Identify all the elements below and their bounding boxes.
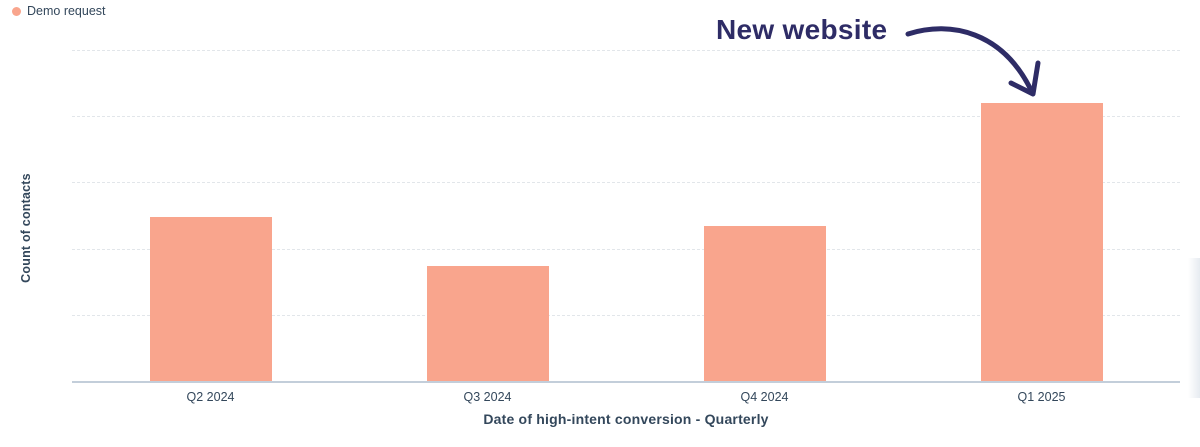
annotation-text: New website xyxy=(716,14,888,45)
x-tick-q2-2024: Q2 2024 xyxy=(186,390,235,404)
x-tick-q4-2024: Q4 2024 xyxy=(740,390,789,404)
x-tick-q1-2025: Q1 2025 xyxy=(1017,390,1066,404)
x-tick-q3-2024: Q3 2024 xyxy=(463,390,512,404)
bar-slot-q1-2025 xyxy=(903,50,1180,381)
legend-dot-icon xyxy=(12,6,21,16)
gridline xyxy=(72,314,1180,316)
bars-container xyxy=(72,50,1180,381)
gridline xyxy=(72,182,1180,184)
legend-label: Demo request xyxy=(27,4,106,18)
plot-area xyxy=(72,50,1180,383)
bar-q3-2024[interactable] xyxy=(426,266,549,381)
gridline xyxy=(72,248,1180,250)
gridline xyxy=(72,116,1180,118)
bar-q1-2025[interactable] xyxy=(980,102,1103,381)
y-axis-title: Count of contacts xyxy=(19,173,33,283)
bar-slot-q2-2024 xyxy=(72,50,349,381)
right-edge-shadow xyxy=(1188,258,1200,398)
bar-slot-q4-2024 xyxy=(626,50,903,381)
bar-q2-2024[interactable] xyxy=(149,216,272,381)
legend-item-demo-request[interactable]: Demo request xyxy=(12,4,106,18)
x-tick-labels: Q2 2024 Q3 2024 Q4 2024 Q1 2025 xyxy=(72,390,1180,404)
bar-q4-2024[interactable] xyxy=(703,226,826,381)
bar-slot-q3-2024 xyxy=(349,50,626,381)
gridline xyxy=(72,50,1180,51)
x-axis-title: Date of high-intent conversion - Quarter… xyxy=(483,411,769,427)
